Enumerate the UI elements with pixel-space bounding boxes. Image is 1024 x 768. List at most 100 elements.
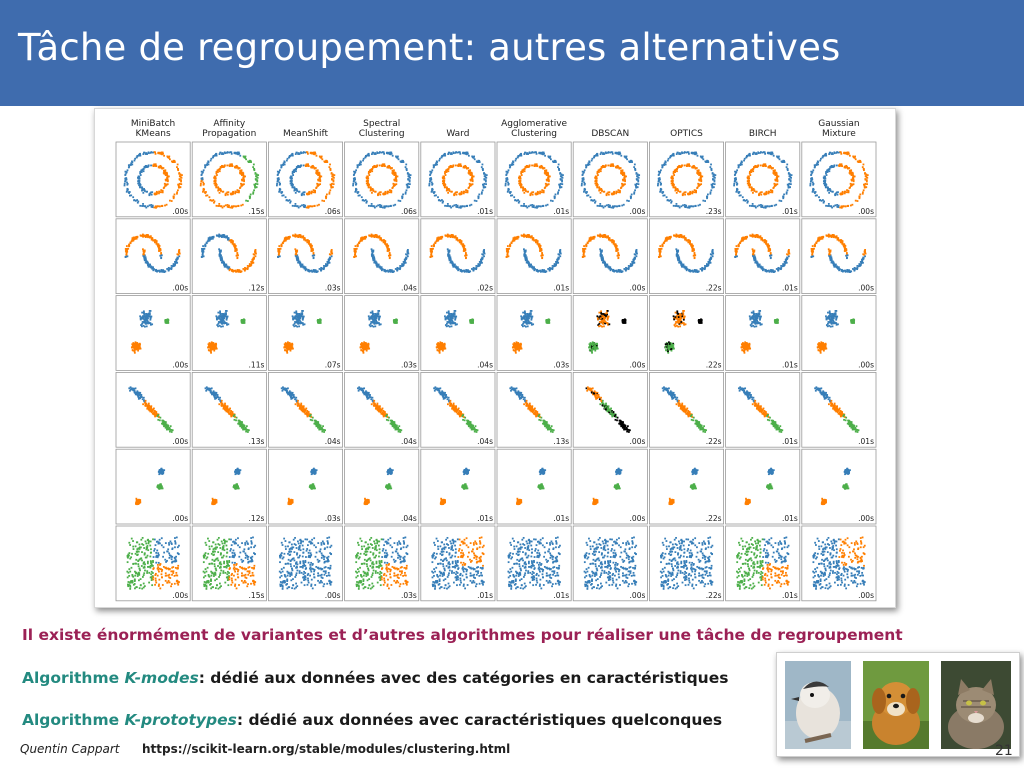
variants-statement: Il existe énormément de variantes et d’a…: [22, 626, 903, 644]
runtime-label: .00s: [858, 360, 874, 369]
cluster-cell: .11s: [191, 295, 267, 371]
runtime-label: .00s: [858, 514, 874, 523]
runtime-label: .03s: [553, 360, 569, 369]
runtime-label: .01s: [782, 360, 798, 369]
algorithm-header: OPTICS: [670, 129, 703, 139]
cluster-cell: .04s: [267, 371, 343, 448]
runtime-label: .22s: [706, 284, 722, 293]
runtime-label: .23s: [706, 207, 722, 216]
algorithm-header: Spectral Clustering: [359, 119, 405, 139]
cluster-cell: .00s: [115, 525, 191, 602]
kmodes-line: Algorithme K-modes: dédié aux données av…: [22, 669, 728, 687]
cluster-cell: .12s: [191, 448, 267, 525]
cluster-cell: .00s: [801, 295, 877, 371]
cluster-cell: .02s: [420, 218, 496, 295]
kmodes-description: dédié aux données avec des catégories en…: [210, 669, 729, 687]
cluster-cell: .03s: [496, 295, 572, 371]
cluster-cell: .04s: [344, 218, 420, 295]
runtime-label: .01s: [553, 591, 569, 600]
cluster-cell: .00s: [115, 141, 191, 218]
cluster-cell: .03s: [267, 218, 343, 295]
runtime-label: .04s: [401, 514, 417, 523]
runtime-label: .03s: [325, 514, 341, 523]
runtime-label: .00s: [172, 437, 188, 446]
cluster-cell: .01s: [801, 371, 877, 448]
runtime-label: .00s: [172, 591, 188, 600]
runtime-label: .22s: [706, 437, 722, 446]
cluster-cell: .01s: [496, 141, 572, 218]
algorithm-header: DBSCAN: [591, 129, 629, 139]
cluster-cell: .00s: [801, 218, 877, 295]
category-examples-panel: [776, 652, 1020, 757]
runtime-label: .06s: [401, 207, 417, 216]
runtime-label: .04s: [401, 437, 417, 446]
cluster-cell: .01s: [725, 448, 801, 525]
runtime-label: .06s: [325, 207, 341, 216]
runtime-label: .00s: [172, 360, 188, 369]
cluster-cell: .03s: [344, 525, 420, 602]
cluster-cell: .22s: [649, 525, 725, 602]
runtime-label: .00s: [630, 360, 646, 369]
cluster-cell: .22s: [649, 218, 725, 295]
runtime-label: .12s: [249, 514, 265, 523]
runtime-label: .15s: [249, 207, 265, 216]
runtime-label: .00s: [325, 591, 341, 600]
kmodes-name: K-modes: [124, 669, 199, 687]
cluster-cell: .04s: [344, 448, 420, 525]
runtime-label: .00s: [172, 207, 188, 216]
runtime-label: .01s: [782, 207, 798, 216]
runtime-label: .01s: [782, 591, 798, 600]
kprototypes-prefix: Algorithme: [22, 711, 125, 729]
clustering-comparison-figure: MiniBatch KMeans Affinity Propagation MeanSh…: [94, 108, 896, 608]
cluster-cell: .00s: [572, 141, 648, 218]
runtime-label: .01s: [477, 207, 493, 216]
footer-author: Quentin Cappart: [20, 742, 120, 756]
clustering-grid: MiniBatch KMeans Affinity Propagation MeanSh…: [115, 119, 877, 602]
runtime-label: .00s: [630, 591, 646, 600]
runtime-label: .01s: [477, 514, 493, 523]
cluster-cell: .12s: [191, 218, 267, 295]
cluster-cell: .07s: [267, 295, 343, 371]
algorithm-header: Gaussian Mixture: [818, 119, 859, 139]
runtime-label: .00s: [630, 207, 646, 216]
kmodes-colon: :: [198, 669, 211, 687]
runtime-label: .00s: [172, 284, 188, 293]
kprototypes-colon: :: [236, 711, 249, 729]
cluster-cell: .00s: [115, 218, 191, 295]
cluster-cell: .15s: [191, 525, 267, 602]
cluster-cell: .00s: [572, 295, 648, 371]
runtime-label: .01s: [553, 207, 569, 216]
runtime-label: .01s: [858, 437, 874, 446]
runtime-label: .03s: [401, 591, 417, 600]
cluster-cell: .01s: [725, 218, 801, 295]
runtime-label: .04s: [477, 360, 493, 369]
cluster-cell: .01s: [496, 218, 572, 295]
runtime-label: .00s: [858, 284, 874, 293]
cluster-cell: .06s: [344, 141, 420, 218]
runtime-label: .00s: [858, 207, 874, 216]
runtime-label: .07s: [325, 360, 341, 369]
runtime-label: .00s: [858, 591, 874, 600]
runtime-label: .00s: [630, 284, 646, 293]
cluster-cell: .00s: [115, 448, 191, 525]
algorithm-header: Ward: [446, 129, 469, 139]
runtime-label: .01s: [782, 437, 798, 446]
cluster-cell: .00s: [801, 141, 877, 218]
footer-url[interactable]: https://scikit-learn.org/stable/modules/…: [142, 742, 511, 756]
runtime-label: .15s: [249, 591, 265, 600]
algorithm-header: Agglomerative Clustering: [501, 119, 567, 139]
kprototypes-description: dédié aux données avec caractéristiques …: [248, 711, 723, 729]
dog-photo: [863, 661, 929, 749]
runtime-label: .01s: [553, 514, 569, 523]
cluster-cell: .22s: [649, 448, 725, 525]
cluster-cell: .00s: [572, 218, 648, 295]
cluster-cell: .13s: [496, 371, 572, 448]
cluster-cell: .00s: [115, 371, 191, 448]
runtime-label: .00s: [630, 437, 646, 446]
cluster-cell: .15s: [191, 141, 267, 218]
runtime-label: .01s: [782, 284, 798, 293]
kmodes-prefix: Algorithme: [22, 669, 125, 687]
runtime-label: .13s: [553, 437, 569, 446]
cluster-cell: .22s: [649, 371, 725, 448]
cluster-cell: .00s: [801, 525, 877, 602]
